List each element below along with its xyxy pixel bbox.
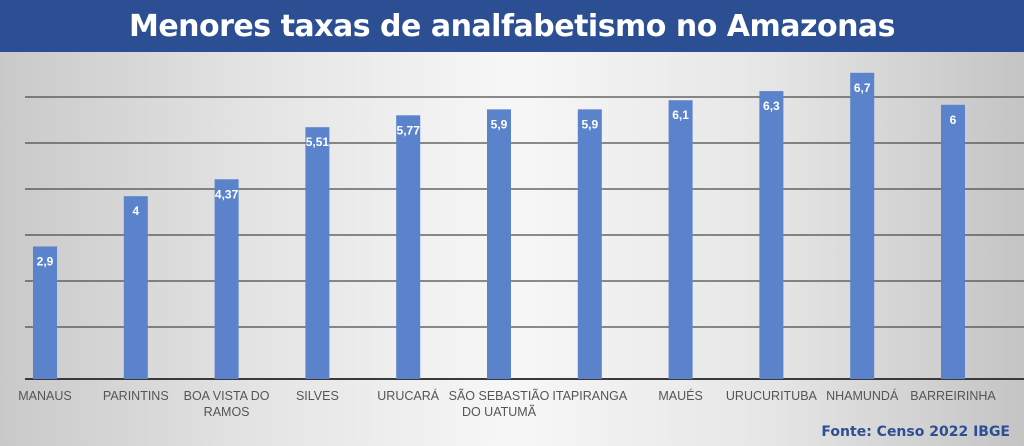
chart-title: Menores taxas de analfabetismo no Amazon… [128,8,896,44]
data-label: 6,7 [854,81,871,95]
category-label: SÃO SEBASTIÃO [449,389,550,403]
bar [941,104,965,380]
category-label: RAMOS [204,405,250,419]
bar [123,196,148,379]
bar [33,246,57,379]
category-label: SILVES [296,389,339,403]
data-label: 6,3 [763,99,780,113]
bar [305,127,330,380]
category-label: PARINTINS [103,389,169,403]
data-label: 4 [132,204,139,218]
category-label: URUCURITUBA [726,389,818,403]
bar [668,100,693,379]
category-label: URUCARÁ [377,388,439,403]
source-note: Fonte: Censo 2022 IBGE [821,424,1010,440]
data-label: 5,9 [581,117,598,131]
data-label: 5,77 [397,123,421,137]
data-label: 5,51 [306,135,330,149]
category-label: ITAPIRANGA [552,389,627,403]
category-label: DO UATUMÃ [462,405,537,419]
bar [577,109,602,380]
category-label: BARREIRINHA [910,389,996,403]
bar [214,179,239,379]
category-label: NHAMUNDÁ [826,388,899,403]
data-label: 6 [950,113,957,127]
bar [487,109,511,380]
data-label: 2,9 [37,254,54,268]
category-label: MANAUS [18,389,71,403]
title-bar: Menores taxas de analfabetismo no Amazon… [0,0,1024,52]
data-label: 6,1 [672,108,689,122]
data-label: 5,9 [491,117,508,131]
data-label: 4,37 [215,187,239,201]
bar [850,72,875,379]
bar [759,91,784,379]
category-label: BOA VISTA DO [184,389,270,403]
category-label: MAUÉS [658,388,702,403]
bar [396,115,421,379]
